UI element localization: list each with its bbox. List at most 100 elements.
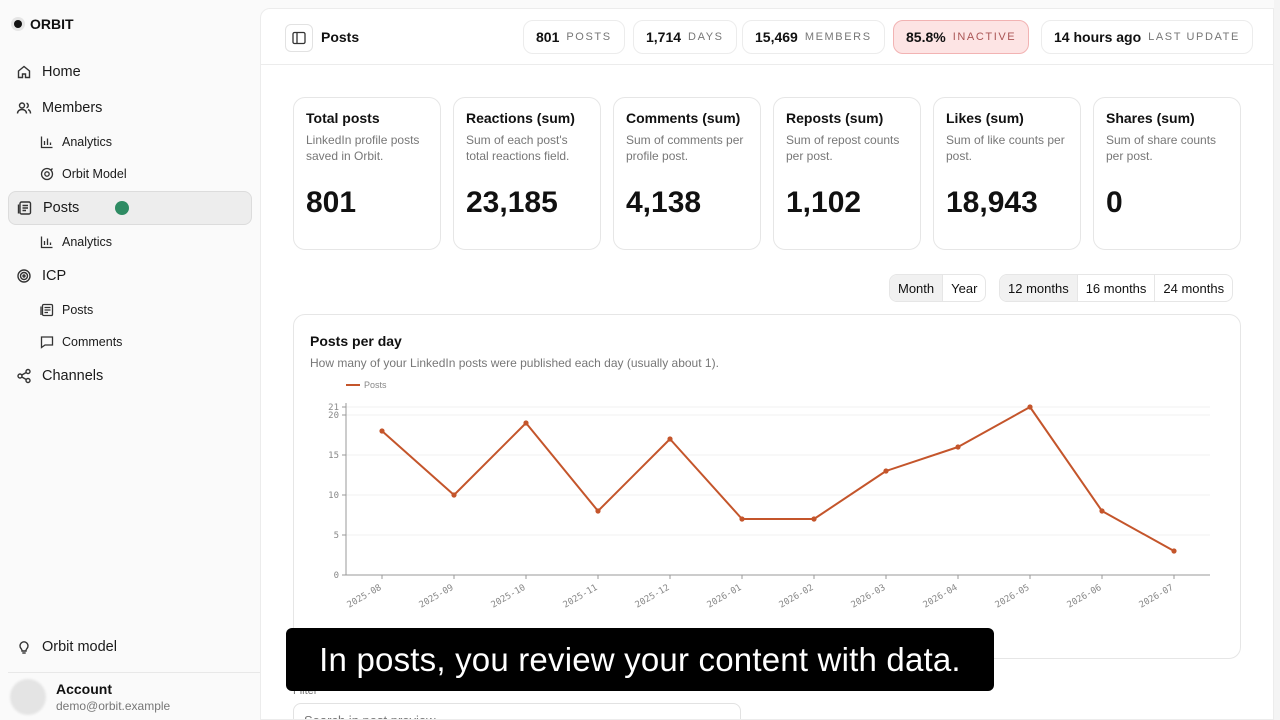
data-point — [595, 508, 601, 514]
x-tick-label: 2026-06 — [1066, 583, 1104, 611]
data-point — [811, 516, 817, 522]
main-content: Posts 801 POSTS 1,714 DAYS 15,469 MEMBER… — [260, 8, 1274, 720]
lightbulb-icon — [16, 639, 32, 655]
sidebar-item-members-analytics[interactable]: Analytics — [32, 126, 252, 158]
brand-logo-icon — [14, 20, 22, 28]
chart-subtitle: How many of your LinkedIn posts were pub… — [310, 356, 719, 370]
stat-label: POSTS — [566, 31, 612, 43]
y-tick-label: 10 — [328, 491, 339, 501]
sidebar-item-channels[interactable]: Channels — [8, 360, 252, 392]
stat-card-reposts: Reposts (sum) Sum of repost counts per p… — [773, 97, 921, 250]
data-point — [1099, 508, 1105, 514]
stat-pill-days: 1,714 DAYS — [633, 20, 737, 54]
x-tick-label: 2026-05 — [994, 583, 1032, 611]
sidebar-item-label: Channels — [42, 368, 104, 384]
sidebar-panel-icon — [292, 31, 306, 45]
sidebar-toggle-button[interactable] — [285, 24, 313, 52]
sidebar-item-icp-comments[interactable]: Comments — [32, 326, 252, 358]
data-point — [667, 436, 673, 442]
crosshair-icon — [16, 268, 32, 284]
sidebar: ORBIT Home Members Analytics Orbit Model — [0, 0, 260, 720]
sidebar-item-orbit-model-help[interactable]: Orbit model — [8, 631, 252, 663]
sidebar-item-label: Analytics — [62, 235, 113, 249]
card-title: Shares (sum) — [1106, 110, 1195, 126]
stat-label: MEMBERS — [804, 31, 872, 43]
y-tick-label: 15 — [328, 451, 339, 461]
sidebar-item-posts[interactable]: Posts — [8, 191, 252, 225]
y-tick-label: 21 — [328, 403, 339, 413]
data-point — [523, 420, 529, 426]
card-title: Likes (sum) — [946, 110, 1024, 126]
card-title: Comments (sum) — [626, 110, 741, 126]
y-tick-label: 20 — [328, 411, 339, 421]
sidebar-item-label: Analytics — [62, 135, 113, 149]
brand-name: ORBIT — [30, 16, 74, 32]
sidebar-item-members[interactable]: Members — [8, 92, 252, 124]
video-caption: In posts, you review your content with d… — [286, 628, 994, 691]
range-24-months-button[interactable]: 24 months — [1154, 275, 1232, 301]
stat-value: 1,714 — [646, 29, 682, 45]
stat-card-shares: Shares (sum) Sum of share counts per pos… — [1093, 97, 1241, 250]
brand[interactable]: ORBIT — [14, 16, 74, 32]
y-tick-label: 0 — [334, 571, 339, 581]
stat-card-comments: Comments (sum) Sum of comments per profi… — [613, 97, 761, 250]
range-12-months-button[interactable]: 12 months — [1000, 275, 1077, 301]
page-title: Posts — [321, 29, 360, 45]
chart-title: Posts per day — [310, 333, 402, 349]
stat-card-likes: Likes (sum) Sum of like counts per post.… — [933, 97, 1081, 250]
card-description: Sum of each post's total reactions field… — [466, 133, 570, 163]
account-menu[interactable]: Account demo@orbit.example — [8, 672, 260, 720]
card-value: 4,138 — [626, 186, 702, 219]
sidebar-item-label: Members — [42, 100, 103, 116]
stat-pill-members: 15,469 MEMBERS — [742, 20, 885, 54]
range-16-months-button[interactable]: 16 months — [1076, 275, 1155, 301]
granularity-toggle: Month Year — [889, 274, 987, 302]
x-tick-label: 2026-07 — [1138, 583, 1176, 611]
post-search-input[interactable] — [293, 703, 741, 719]
data-point — [955, 444, 961, 450]
x-tick-label: 2025-11 — [562, 583, 600, 611]
stat-pill-posts: 801 POSTS — [523, 20, 625, 54]
card-value: 18,943 — [946, 186, 1038, 219]
card-description: Sum of repost counts per post. — [786, 133, 900, 163]
sidebar-item-label: Orbit model — [42, 639, 117, 655]
series-line-posts — [381, 406, 1175, 552]
sidebar-item-home[interactable]: Home — [8, 56, 252, 88]
page-scrollbar[interactable] — [1274, 0, 1280, 720]
stat-pill-last-update: 14 hours ago LAST UPDATE — [1041, 20, 1253, 54]
share-icon — [16, 368, 32, 384]
x-tick-label: 2026-01 — [706, 583, 744, 611]
home-icon — [16, 64, 32, 80]
granularity-year-button[interactable]: Year — [942, 275, 985, 301]
document-icon — [40, 303, 54, 317]
card-title: Reposts (sum) — [786, 110, 884, 126]
stat-pill-inactive: 85.8% INACTIVE — [893, 20, 1030, 54]
sidebar-item-orbit-model[interactable]: Orbit Model — [32, 158, 252, 190]
bar-chart-icon — [40, 135, 54, 149]
data-point — [1027, 404, 1033, 410]
x-tick-label: 2026-04 — [922, 583, 960, 611]
sidebar-item-icp-posts[interactable]: Posts — [32, 294, 252, 326]
stat-value: 801 — [536, 29, 560, 45]
users-icon — [16, 100, 32, 116]
bar-chart-icon — [40, 235, 54, 249]
sidebar-item-label: Posts — [62, 303, 94, 317]
sidebar-item-posts-analytics[interactable]: Analytics — [32, 226, 252, 258]
stat-card-total-posts: Total posts LinkedIn profile posts saved… — [293, 97, 441, 250]
sidebar-item-icp[interactable]: ICP — [8, 260, 252, 292]
x-tick-label: 2025-12 — [634, 583, 672, 611]
account-name: Account — [56, 680, 112, 697]
target-icon — [40, 167, 54, 181]
stat-value: 14 hours ago — [1054, 29, 1142, 45]
granularity-month-button[interactable]: Month — [890, 275, 943, 301]
data-point — [1171, 548, 1177, 554]
y-tick-label: 5 — [334, 531, 339, 541]
legend-label: Posts — [364, 380, 387, 390]
x-tick-label: 2025-10 — [490, 583, 528, 611]
active-status-dot — [115, 201, 130, 215]
stat-value: 85.8% — [906, 29, 946, 45]
stat-label: LAST UPDATE — [1148, 31, 1240, 43]
card-description: Sum of like counts per post. — [946, 133, 1065, 163]
sidebar-item-label: Comments — [62, 335, 123, 349]
sidebar-item-label: Orbit Model — [62, 167, 127, 181]
